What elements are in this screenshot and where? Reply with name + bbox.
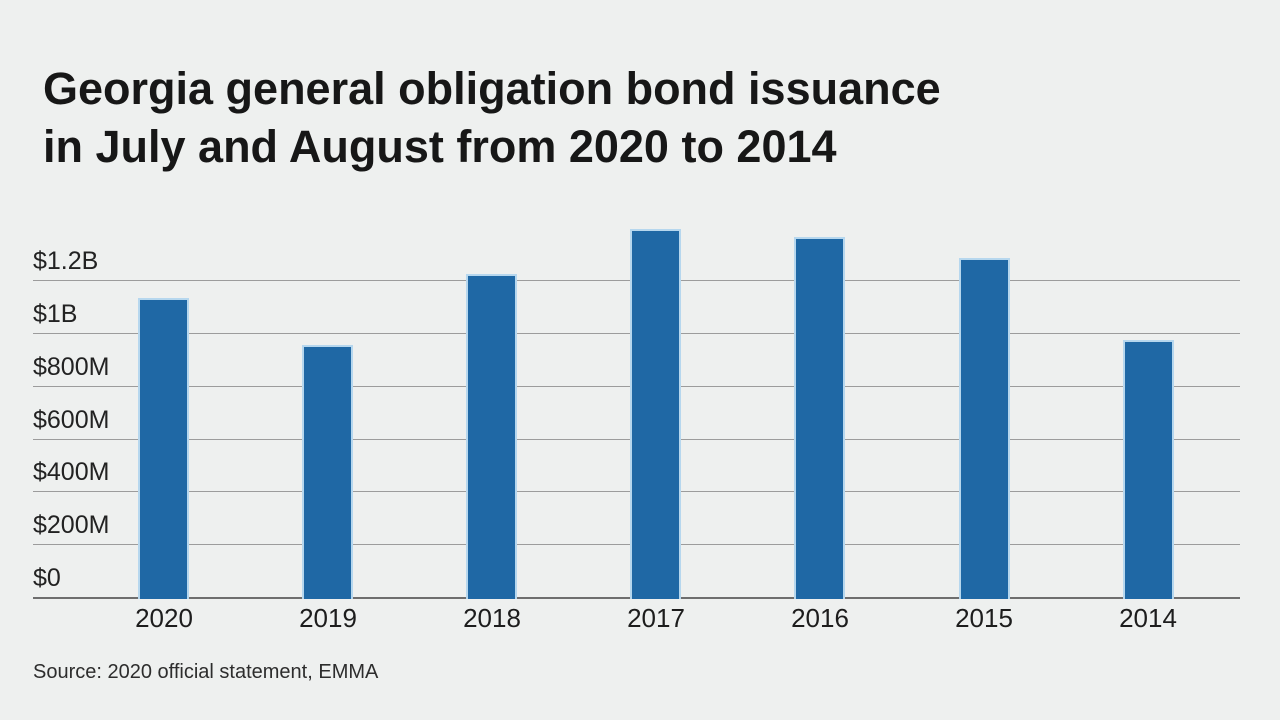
bar-2017: [630, 229, 681, 599]
bar-2018: [466, 274, 517, 599]
x-axis-label-2018: 2018: [463, 603, 521, 633]
x-axis-label-2017: 2017: [627, 603, 685, 633]
x-axis-label-2015: 2015: [955, 603, 1013, 633]
bar-2015: [959, 258, 1010, 599]
x-axis-label-2020: 2020: [135, 603, 193, 633]
y-axis-tick-label: $1B: [33, 300, 78, 328]
y-axis-tick-label: $800M: [33, 353, 110, 381]
y-axis-tick-label: $200M: [33, 511, 110, 539]
y-axis-tick-label: $0: [33, 564, 61, 592]
bar-2020: [138, 298, 189, 599]
y-axis-tick-label: $400M: [33, 458, 110, 486]
x-axis-label-2016: 2016: [791, 603, 849, 633]
x-axis-label-2019: 2019: [299, 603, 357, 633]
chart-title: Georgia general obligation bond issuance…: [43, 60, 941, 176]
y-axis-tick-label: $600M: [33, 406, 110, 434]
chart-title-line2: in July and August from 2020 to 2014: [43, 121, 837, 172]
bar-2016: [794, 237, 845, 599]
x-axis-label-2014: 2014: [1119, 603, 1177, 633]
chart-title-line1: Georgia general obligation bond issuance: [43, 63, 941, 114]
y-axis-tick-label: $1.2B: [33, 247, 99, 275]
bar-2019: [302, 345, 353, 599]
bar-2014: [1123, 340, 1174, 599]
source-note: Source: 2020 official statement, EMMA: [33, 661, 379, 683]
